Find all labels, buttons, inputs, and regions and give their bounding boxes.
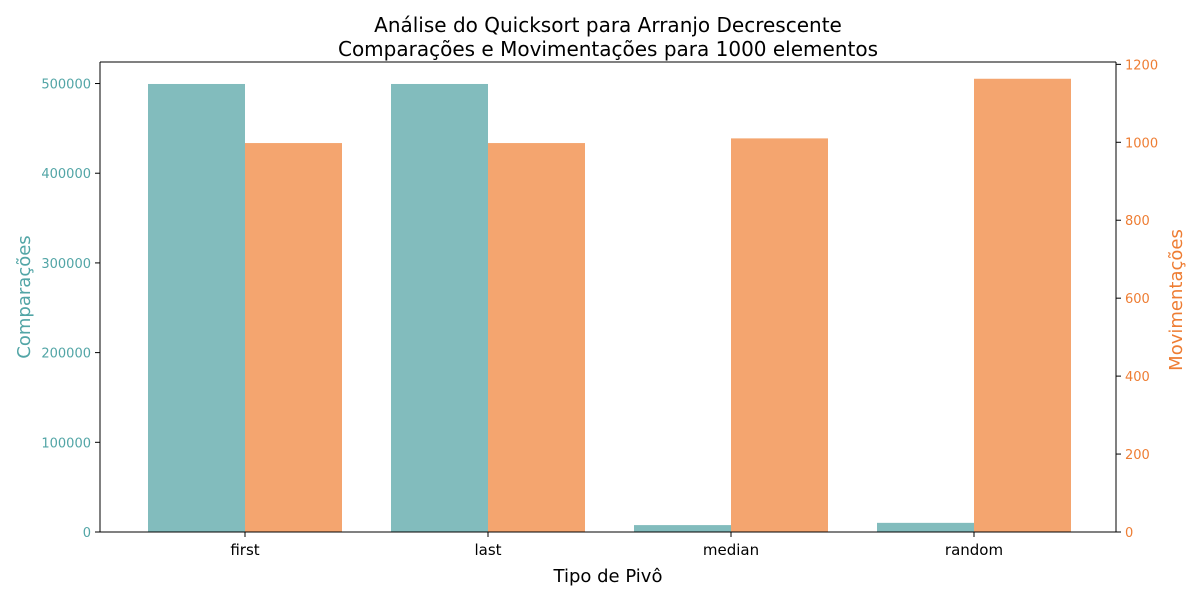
- right-axis-ticks: 0 200 400 600 800 1000 1200: [1116, 58, 1158, 541]
- left-tick-label: 300000: [41, 257, 91, 272]
- right-tick-label: 200: [1125, 448, 1150, 463]
- chart-title-line1: Análise do Quicksort para Arranjo Decres…: [374, 13, 842, 37]
- left-tick-label: 500000: [41, 78, 91, 93]
- bars-group: [148, 78, 1071, 533]
- left-tick-label: 0: [83, 526, 91, 541]
- right-tick-label: 1200: [1125, 58, 1158, 73]
- bar-comparacoes-first: [148, 83, 245, 532]
- chart-title-line2: Comparações e Movimentações para 1000 el…: [338, 37, 878, 61]
- bar-comparacoes-median: [634, 525, 731, 532]
- right-tick-label: 400: [1125, 370, 1150, 385]
- bar-comparacoes-last: [391, 83, 488, 532]
- x-tick-label-last: last: [474, 541, 501, 559]
- x-tick-label-first: first: [230, 541, 259, 559]
- x-axis-ticks: first last median random: [230, 532, 1003, 559]
- left-tick-label: 200000: [41, 347, 91, 362]
- right-tick-label: 600: [1125, 292, 1150, 307]
- right-tick-label: 0: [1125, 526, 1133, 541]
- y-axis-label-left: Comparações: [14, 235, 35, 358]
- bar-movimentacoes-random: [974, 78, 1071, 532]
- right-tick-label: 800: [1125, 214, 1150, 229]
- left-axis-ticks: 0 100000 200000 300000 400000 500000: [41, 78, 100, 541]
- bar-movimentacoes-last: [488, 143, 585, 533]
- bar-comparacoes-random: [877, 522, 974, 532]
- bar-movimentacoes-median: [731, 138, 828, 532]
- x-axis-label: Tipo de Pivô: [553, 566, 663, 587]
- left-tick-label: 400000: [41, 167, 91, 182]
- y-axis-label-right: Movimentações: [1166, 229, 1187, 371]
- x-tick-label-median: median: [703, 541, 759, 559]
- x-tick-label-random: random: [945, 541, 1003, 559]
- bar-movimentacoes-first: [245, 143, 342, 533]
- left-tick-label: 100000: [41, 436, 91, 451]
- right-tick-label: 1000: [1125, 136, 1158, 151]
